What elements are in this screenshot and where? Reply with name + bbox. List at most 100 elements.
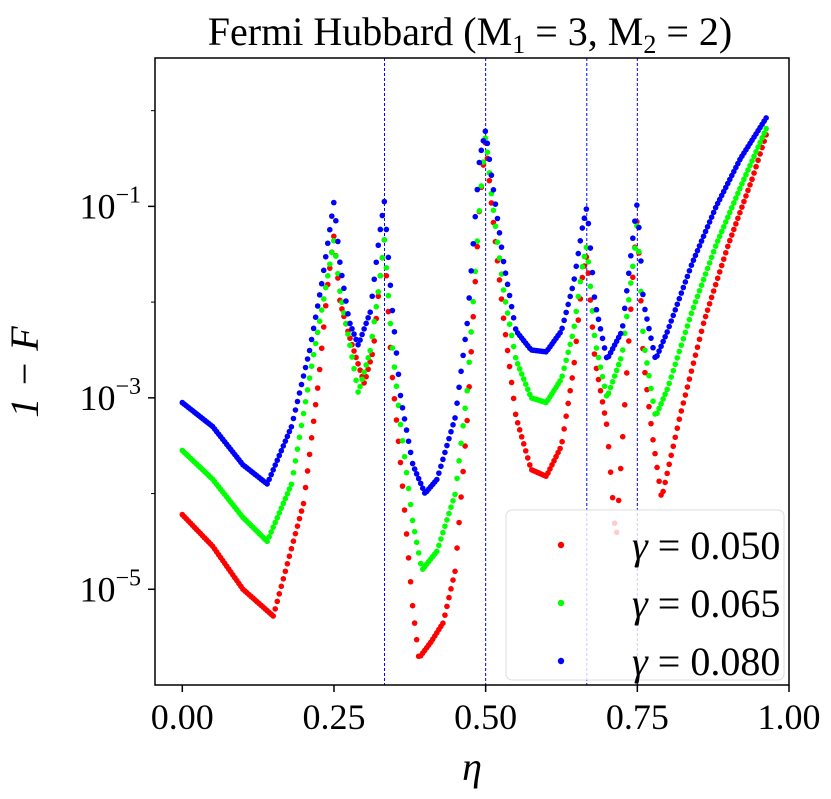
data-point — [589, 269, 596, 276]
data-point — [575, 293, 582, 300]
data-point — [454, 475, 460, 482]
data-point — [662, 333, 668, 340]
data-point — [753, 148, 759, 155]
data-point — [510, 315, 517, 321]
data-point — [464, 320, 470, 327]
data-point — [601, 383, 608, 390]
data-point — [727, 237, 733, 244]
data-point — [615, 497, 622, 504]
data-point — [575, 317, 582, 323]
data-point — [500, 315, 507, 322]
data-point — [470, 298, 477, 305]
data-point — [688, 310, 695, 317]
chart-title: Fermi Hubbard (M1 = 3, M2 = 2) — [208, 9, 732, 59]
data-point — [482, 128, 489, 135]
data-point — [306, 347, 313, 354]
data-point — [353, 377, 359, 384]
data-point — [292, 407, 299, 413]
data-point — [417, 560, 424, 567]
data-point — [733, 195, 739, 201]
data-point — [684, 384, 691, 390]
data-point — [656, 348, 662, 354]
data-point — [405, 438, 412, 445]
data-point — [761, 130, 767, 137]
data-point — [724, 243, 731, 250]
data-point — [264, 481, 270, 487]
data-point — [278, 505, 285, 511]
legend-label: γ = 0.065 — [632, 581, 780, 626]
data-point — [288, 481, 295, 488]
data-point — [326, 265, 333, 271]
data-point — [597, 364, 604, 370]
data-point — [502, 331, 509, 338]
data-point — [512, 411, 519, 418]
data-point — [373, 259, 380, 266]
data-point — [704, 307, 711, 313]
data-point — [322, 253, 329, 260]
data-point — [444, 442, 450, 449]
data-point — [492, 223, 499, 230]
data-point — [569, 285, 576, 292]
data-point — [365, 366, 371, 373]
data-point — [280, 500, 287, 507]
data-point — [397, 392, 404, 399]
data-point — [512, 354, 519, 361]
title-suffix: = 2) — [656, 9, 732, 54]
data-point — [708, 254, 715, 261]
data-point — [320, 267, 327, 274]
data-point — [504, 347, 511, 354]
data-point — [678, 290, 685, 296]
data-point — [286, 486, 293, 492]
data-point — [613, 367, 620, 374]
data-point — [322, 284, 329, 291]
data-point — [623, 370, 630, 376]
data-point — [498, 296, 505, 302]
data-point — [306, 451, 313, 458]
data-point — [700, 320, 707, 327]
data-point — [696, 287, 703, 294]
data-point — [739, 204, 745, 210]
data-point — [690, 360, 697, 366]
data-point — [383, 272, 390, 279]
data-point — [274, 457, 281, 464]
data-point — [365, 355, 371, 361]
data-point — [595, 354, 602, 361]
data-point — [274, 598, 281, 605]
data-point — [310, 351, 317, 358]
data-point — [470, 240, 477, 247]
plot-frame — [154, 57, 790, 686]
data-point — [379, 212, 386, 219]
data-point — [284, 491, 291, 497]
data-point — [648, 420, 654, 427]
data-point — [413, 539, 420, 546]
y-tick-label: 10−1 — [79, 182, 141, 226]
data-point — [702, 271, 709, 277]
data-point — [577, 278, 584, 285]
title-mid: = 3, M — [525, 9, 643, 54]
data-point — [343, 298, 349, 304]
data-point — [304, 468, 311, 474]
data-point — [333, 217, 339, 224]
data-point — [286, 428, 293, 435]
data-point — [559, 438, 565, 445]
title-sub1: 1 — [512, 30, 525, 59]
data-point — [460, 352, 466, 359]
data-point — [272, 606, 279, 612]
data-point — [520, 376, 527, 382]
data-point — [314, 329, 321, 336]
data-point — [401, 416, 408, 422]
data-point — [413, 471, 420, 477]
data-point — [595, 376, 602, 383]
data-point — [625, 270, 632, 277]
data-point — [484, 149, 491, 155]
legend-label: γ = 0.050 — [632, 523, 780, 568]
y-tick-label: 10−5 — [79, 565, 141, 609]
legend-box — [505, 509, 785, 681]
data-point — [601, 345, 608, 351]
data-point — [648, 335, 654, 341]
data-point — [288, 545, 295, 552]
data-point — [466, 359, 472, 366]
data-point — [446, 435, 452, 442]
data-point — [623, 313, 630, 320]
data-point — [280, 576, 287, 582]
